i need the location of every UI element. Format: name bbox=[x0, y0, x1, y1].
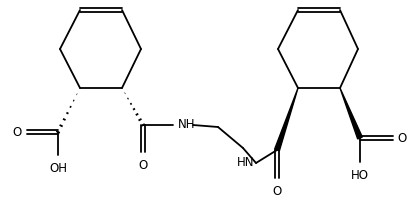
Polygon shape bbox=[340, 88, 362, 139]
Text: HN: HN bbox=[237, 157, 254, 170]
Text: O: O bbox=[272, 185, 282, 198]
Text: O: O bbox=[13, 125, 22, 138]
Polygon shape bbox=[275, 88, 298, 151]
Text: OH: OH bbox=[49, 162, 67, 175]
Text: O: O bbox=[138, 159, 148, 172]
Text: NH: NH bbox=[178, 118, 195, 131]
Text: O: O bbox=[397, 131, 406, 145]
Text: HO: HO bbox=[351, 169, 369, 182]
